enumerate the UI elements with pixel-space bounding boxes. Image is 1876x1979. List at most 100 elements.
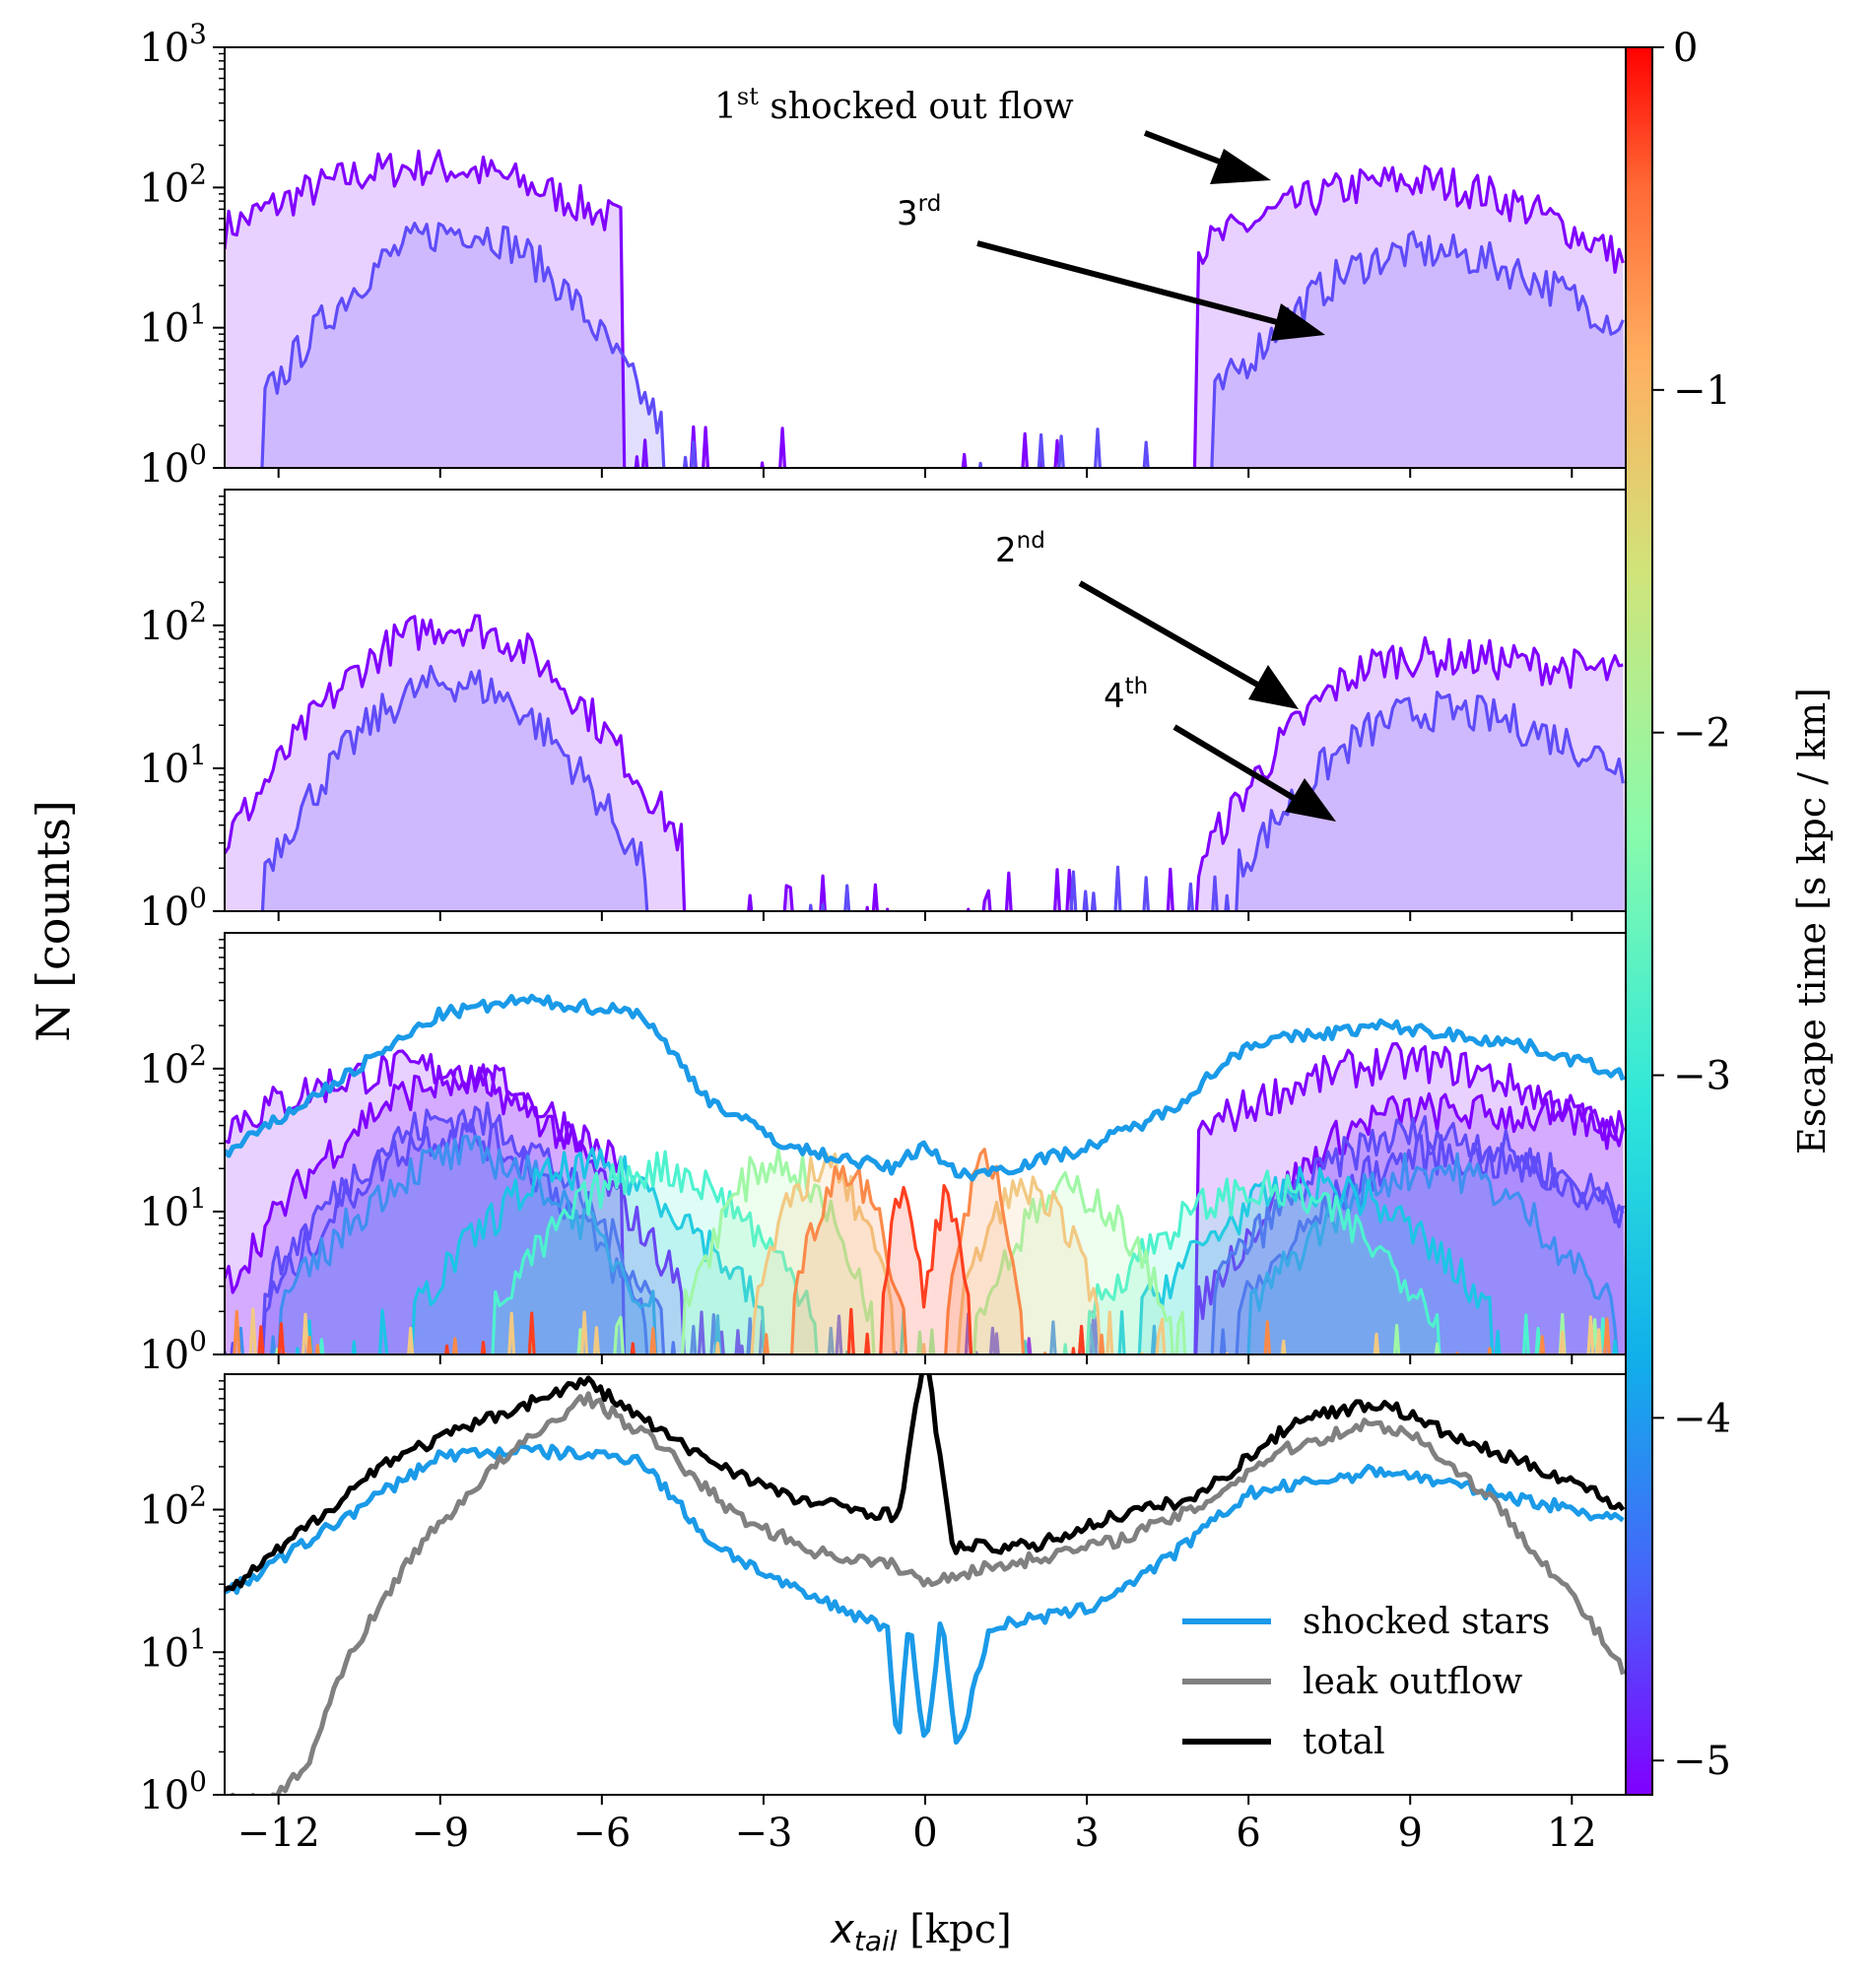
x-tick-label: 6 [1236, 1811, 1260, 1856]
y-tick-label: 102 [139, 1039, 207, 1092]
annotation-first-shocked-outflow: 1st shocked out flow [714, 83, 1074, 127]
panel-2-y-ticks: 100 101 102 [139, 495, 225, 935]
x-tick-label: 9 [1398, 1811, 1423, 1856]
series-6-line [295, 1147, 1619, 1354]
colorbar-label: Escape time [s kpc / km] [1790, 688, 1834, 1154]
series-1-fill [225, 151, 1626, 468]
annotation-1-sup: st [737, 83, 759, 110]
series-2-fill [225, 666, 1626, 911]
x-tick-label: 12 [1547, 1811, 1597, 1856]
svg-text:xtail [kpc]: xtail [kpc] [829, 1907, 1012, 1957]
x-axis-label-sub: tail [854, 1925, 898, 1957]
panel-1-y-ticks: 100 101 102 103 [139, 18, 225, 492]
x-axis-label-unit: [kpc] [898, 1907, 1012, 1952]
legend: shocked stars leak outflow total [1182, 1602, 1550, 1762]
arrow-fourth [1172, 724, 1336, 822]
series-2-fill [225, 223, 1626, 468]
colorbar-ticks: 0 −1 −2 −3 −4 −5 [1652, 26, 1731, 1784]
series-2-line [230, 1391, 1626, 1795]
colorbar-tick-label: −5 [1673, 1739, 1731, 1784]
annotation-1-base: 1 [714, 87, 737, 127]
series-2-line [225, 1064, 1625, 1354]
series-5-fill [225, 1136, 1626, 1354]
x-tick-label: 3 [1074, 1811, 1099, 1856]
panel-3: 100 101 102 [139, 932, 1627, 1378]
y-tick-label: 101 [139, 739, 207, 792]
panel-3-plot-area [225, 993, 1626, 1354]
x-axis-label-main: x [829, 1907, 854, 1952]
colorbar-tick-label: −1 [1673, 368, 1731, 414]
y-tick-label: 101 [139, 1182, 207, 1235]
arrow-third [976, 240, 1325, 341]
y-tick-label: 102 [139, 158, 207, 211]
arrow-second [1078, 580, 1299, 709]
y-tick-label: 100 [139, 1325, 207, 1378]
series-7-line [318, 1150, 1607, 1354]
x-tick-label: −12 [236, 1811, 319, 1856]
series-11-line [257, 1184, 1086, 1354]
legend-label: leak outflow [1303, 1662, 1523, 1702]
panel-1: 100 101 102 103 [139, 18, 1627, 492]
x-tick-label: −6 [572, 1811, 631, 1856]
panel-2-plot-area [225, 614, 1626, 911]
y-tick-label: 100 [139, 1765, 207, 1818]
panel-2: 100 101 102 [139, 489, 1627, 935]
x-tick-label: −9 [411, 1811, 469, 1856]
x-tick-label: −3 [734, 1811, 792, 1856]
panel-3-y-ticks: 100 101 102 [139, 939, 225, 1378]
annotation-third: 3rd [897, 191, 941, 233]
svg-text:4th: 4th [1104, 674, 1148, 716]
annotation-second: 2nd [995, 528, 1045, 570]
panel-1-plot-area [225, 149, 1626, 468]
series-3-line [225, 1374, 1626, 1593]
arrow-first-shocked [1143, 130, 1271, 184]
annotation-2-sup: nd [1017, 528, 1045, 554]
panel-1-x-ticks [277, 468, 1574, 478]
annotation-2-base: 2 [995, 531, 1017, 570]
series-1-line [225, 149, 1625, 468]
series-2-fill [225, 1066, 1626, 1354]
colorbar: 0 −1 −2 −3 −4 −5 Escape time [s kpc / km] [1625, 26, 1834, 1796]
svg-text:1st shocked out flow: 1st shocked out flow [714, 83, 1074, 127]
x-axis-label: xtail [kpc] [829, 1907, 1012, 1957]
colorbar-tick-label: −2 [1673, 711, 1731, 757]
panels-layer: 100101102103100101102100101102100101102−… [139, 18, 1627, 1856]
series-2-line [260, 222, 1625, 468]
series-1-fill [225, 1043, 1626, 1354]
svg-text:3rd: 3rd [897, 191, 941, 233]
series-5-line [236, 1135, 1619, 1354]
colorbar-tick-label: −3 [1673, 1054, 1731, 1099]
annotation-3-sup: rd [918, 191, 942, 217]
x-tick-label: 0 [912, 1811, 937, 1856]
y-axis-label: N [counts] [27, 800, 80, 1042]
annotation-3-base: 3 [897, 194, 918, 233]
svg-text:2nd: 2nd [995, 528, 1045, 570]
series-1-line [225, 1443, 1625, 1746]
y-tick-label: 103 [139, 18, 207, 71]
colorbar-tick-label: −4 [1673, 1396, 1731, 1441]
annotation-4-sup: th [1125, 674, 1149, 699]
series-4-fill [225, 1120, 1626, 1354]
panel-4: 100 101 102 −12 −9 −6 −3 0 3 6 9 12 shocked stars lea… [139, 1373, 1627, 1856]
series-11-fill [225, 1185, 1626, 1354]
panel-2-x-ticks [277, 911, 1574, 921]
y-tick-label: 102 [139, 596, 207, 649]
series-2-line [260, 664, 1625, 911]
annotation-4-base: 4 [1104, 677, 1125, 716]
y-tick-label: 101 [139, 1622, 207, 1676]
series-9-line [248, 1152, 1603, 1354]
y-tick-label: 100 [139, 438, 207, 492]
y-tick-label: 102 [139, 1481, 207, 1534]
legend-label: total [1303, 1722, 1385, 1762]
series-3-fill [225, 1102, 1626, 1354]
annotation-1-rest: shocked out flow [759, 87, 1074, 127]
series-1-line [225, 1041, 1625, 1354]
panel-3-x-ticks [277, 1354, 1574, 1364]
panel-4-y-ticks: 100 101 102 [139, 1380, 225, 1818]
annotation-fourth: 4th [1104, 674, 1148, 716]
series-12-line [225, 993, 1626, 1182]
y-tick-label: 100 [139, 882, 207, 935]
series-1-fill [225, 616, 1626, 911]
